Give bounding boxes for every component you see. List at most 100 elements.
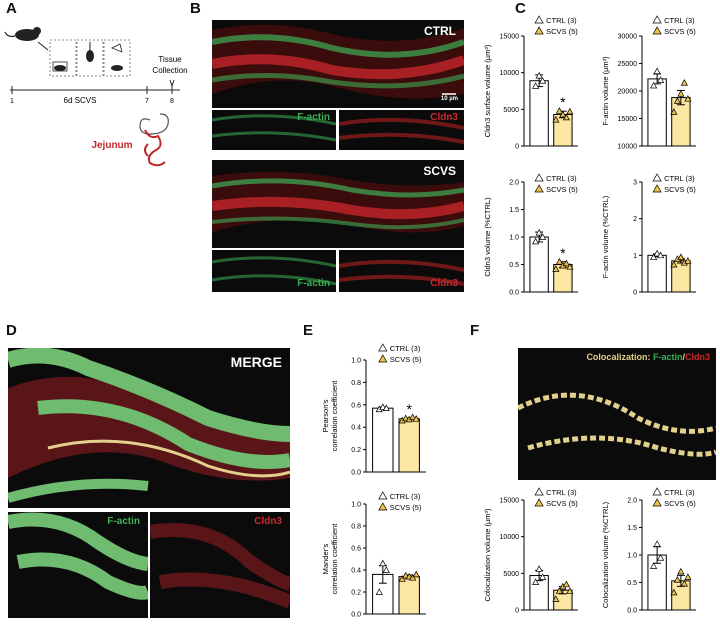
stress-box-3 (103, 39, 131, 77)
data-point (532, 82, 540, 89)
ctrl-cldn3-label: Cldn3 (430, 112, 458, 123)
data-point (653, 67, 661, 75)
ctrl-factin-image: F-actin (212, 110, 336, 150)
panel-label-b: B (190, 0, 201, 17)
data-point (552, 115, 560, 123)
legend-marker-ctrl (652, 487, 662, 496)
ctrl-cldn3-image: Cldn3 (339, 110, 464, 150)
chart-c3: 0.0 0.5 1.0 1.5 2.0 Cldn3 volume (%CTRL) * CTRL… (483, 173, 578, 297)
y-tick-label: 0.8 (351, 380, 361, 387)
coloc-cldn3: Cldn3 (684, 352, 710, 362)
legend-ctrl: CTRL (3) (390, 344, 421, 353)
stress-box-2 (76, 39, 104, 77)
legend-ctrl: CTRL (3) (546, 16, 577, 25)
data-point (566, 262, 574, 270)
legend-marker-ctrl (534, 487, 544, 496)
y-tick-label: 2.0 (627, 498, 637, 505)
data-point (670, 260, 678, 268)
legend-marker-scvs (652, 184, 662, 193)
tissue-label-1: Tissue (158, 55, 182, 64)
data-point (657, 554, 665, 561)
scvs-cldn3-label: Cldn3 (430, 278, 458, 289)
ctrl-merge-image: CTRL 10 µm (212, 20, 464, 108)
y-tick-label: 0.0 (351, 470, 361, 477)
data-point (375, 588, 383, 595)
y-axis-label: F-actin volume (%CTRL) (601, 195, 610, 278)
data-point (539, 233, 547, 240)
y-tick-label: 0 (633, 290, 637, 297)
y-axis-label: Cldn3 volume (%CTRL) (483, 197, 492, 277)
y-axis-label: Colocalization volume (%CTRL) (601, 501, 610, 608)
arrow-icon (37, 41, 49, 51)
bar-ctrl (372, 407, 394, 473)
data-point (535, 228, 543, 236)
data-point (673, 576, 681, 583)
scvs-merge-image: SCVS (212, 160, 464, 248)
data-point (566, 107, 574, 115)
intestine-icon (139, 113, 169, 167)
panel-label-c: C (515, 0, 526, 17)
legend-marker-ctrl (378, 343, 388, 352)
data-point (562, 580, 570, 588)
legend-scvs: SCVS (5) (546, 27, 578, 36)
scvs-label: SCVS (423, 164, 456, 178)
legend-marker-ctrl (378, 491, 388, 500)
merge-label: MERGE (230, 354, 282, 370)
y-axis-label: Mander'scorrelation coefficient (321, 523, 339, 595)
y-tick-label: 1.0 (509, 235, 519, 242)
chart-e2: 0.0 0.2 0.4 0.6 0.8 1.0 Mander'scorrelation co… (321, 491, 426, 619)
significance-star: * (560, 245, 566, 261)
chart-f1: 0 5000 10000 15000 Colocalization volume (µm… (483, 487, 578, 615)
y-tick-label: 1.0 (351, 502, 361, 509)
y-tick-label: 0.4 (351, 568, 361, 575)
data-point (562, 259, 570, 267)
y-tick-label: 25000 (618, 61, 638, 68)
panel-label-e: E (303, 322, 314, 339)
y-tick-label: 10000 (618, 144, 638, 151)
legend-marker-scvs (534, 498, 544, 507)
legend-scvs: SCVS (5) (546, 499, 578, 508)
cage-mouse-icon (52, 61, 68, 72)
y-tick-label: 1.5 (509, 207, 519, 214)
legend-marker-scvs (534, 184, 544, 193)
timeline-tick-1: 1 (10, 98, 14, 105)
y-tick-label: 0.6 (351, 402, 361, 409)
y-tick-label: 20000 (618, 89, 638, 96)
legend-ctrl: CTRL (3) (664, 488, 695, 497)
chart-e1: 0.0 0.2 0.4 0.6 0.8 1.0 Pearson'scorrelation c… (321, 343, 426, 477)
panel-label-a: A (6, 0, 17, 17)
data-point (670, 588, 678, 596)
chart-c4: 0 1 2 3 F-actin volume (%CTRL) CTRL (3) SCVS (… (601, 173, 696, 297)
y-tick-label: 0.2 (351, 590, 361, 597)
y-tick-label: 0 (515, 608, 519, 615)
y-tick-label: 2 (633, 216, 637, 223)
data-point (539, 573, 547, 580)
y-tick-label: 2.0 (509, 180, 519, 187)
data-point (535, 565, 543, 572)
data-point (535, 71, 543, 79)
mouse-icon (4, 27, 41, 41)
bar-scvs (398, 576, 420, 615)
scvs-duration-label: 6d SCVS (64, 96, 97, 105)
legend-marker-ctrl (534, 15, 544, 24)
coloc-title: Colocalization: F-actin/Cldn3 (586, 352, 710, 362)
legend-marker-ctrl (534, 173, 544, 182)
hanging-mouse-icon (86, 42, 94, 62)
jejunum-label: Jejunum (91, 140, 132, 151)
legend-marker-scvs (534, 26, 544, 35)
y-tick-label: 15000 (500, 498, 520, 505)
significance-star: * (560, 94, 566, 110)
y-axis-label: F-actin volume (µm³) (601, 56, 610, 126)
chart-c2: 10000 15000 20000 25000 30000 F-actin volume … (601, 15, 696, 151)
y-tick-label: 1 (633, 253, 637, 260)
y-axis-label: Pearson'scorrelation coefficient (321, 380, 339, 452)
legend-scvs: SCVS (5) (546, 185, 578, 194)
bar-ctrl (647, 254, 667, 293)
data-point (680, 579, 688, 587)
coloc-sep: / (682, 352, 685, 362)
d-factin-label: F-actin (107, 516, 140, 527)
data-point (684, 257, 692, 264)
legend-marker-scvs (378, 502, 388, 511)
y-tick-label: 0.0 (509, 290, 519, 297)
scale-bar-label: 10 µm (440, 96, 458, 102)
